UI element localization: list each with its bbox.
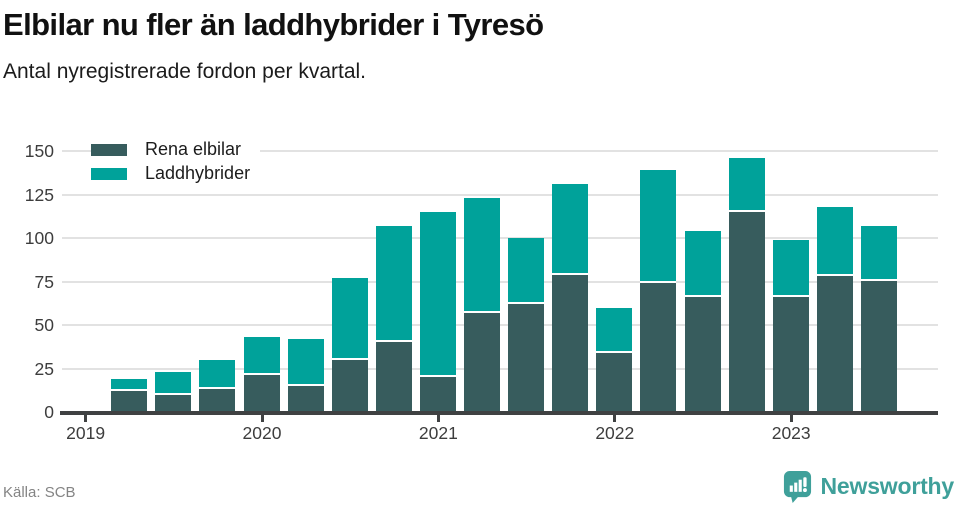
bar-2022-q4 bbox=[728, 158, 765, 412]
segment-laddhybrider bbox=[860, 225, 897, 282]
chart-title: Elbilar nu fler än laddhybrider i Tyresö bbox=[3, 7, 544, 42]
bar-2022-q1 bbox=[596, 307, 633, 412]
bar-2021-q4 bbox=[552, 184, 589, 412]
segment-laddhybrider bbox=[375, 225, 412, 343]
bar-2019-q3 bbox=[155, 372, 192, 412]
y-axis-label-25: 25 bbox=[34, 358, 54, 379]
segment-laddhybrider bbox=[287, 338, 324, 386]
legend-label-rena-elbilar: Rena elbilar bbox=[145, 139, 242, 159]
x-axis-tick-2023 bbox=[789, 415, 793, 422]
newsworthy-logo-text: Newsworthy bbox=[820, 473, 955, 499]
y-axis-label-50: 50 bbox=[34, 315, 54, 335]
bar-2022-q3 bbox=[684, 231, 721, 412]
x-axis-label-2019: 2019 bbox=[66, 423, 106, 443]
chart-subtitle: Antal nyregistrerade fordon per kvartal. bbox=[3, 60, 367, 83]
segment-rena-elbilar bbox=[772, 297, 809, 412]
segment-laddhybrider bbox=[199, 359, 236, 390]
bar-2023-q3 bbox=[860, 225, 897, 412]
segment-rena-elbilar bbox=[199, 389, 236, 412]
x-axis-tick-2021 bbox=[436, 415, 440, 422]
legend: Rena elbilar Laddhybrider bbox=[91, 137, 261, 186]
gridline-y-25 bbox=[62, 367, 938, 370]
x-axis-tick-2020 bbox=[260, 415, 264, 422]
y-axis-label-0: 0 bbox=[44, 402, 54, 422]
y-axis-label-100: 100 bbox=[24, 228, 54, 248]
segment-rena-elbilar bbox=[552, 274, 589, 412]
segment-laddhybrider bbox=[155, 372, 192, 395]
segment-rena-elbilar bbox=[375, 342, 412, 412]
bar-2020-q2 bbox=[287, 338, 324, 412]
segment-laddhybrider bbox=[552, 184, 589, 275]
y-axis-label-150: 150 bbox=[24, 141, 54, 161]
y-axis-label-75: 75 bbox=[34, 271, 54, 292]
segment-laddhybrider bbox=[816, 206, 853, 277]
logo-bar-3 bbox=[798, 479, 802, 492]
bar-2021-q1 bbox=[419, 211, 456, 412]
segment-laddhybrider bbox=[684, 231, 721, 298]
bar-2020-q4 bbox=[375, 225, 412, 412]
segment-rena-elbilar bbox=[596, 352, 633, 412]
bar-2020-q3 bbox=[331, 278, 368, 412]
bar-2019-q4 bbox=[199, 359, 236, 412]
x-axis-line bbox=[60, 411, 938, 415]
bar-2020-q1 bbox=[243, 337, 280, 412]
bar-2021-q2 bbox=[464, 198, 500, 412]
segment-laddhybrider bbox=[331, 278, 368, 360]
segment-rena-elbilar bbox=[816, 276, 853, 412]
logo-exclamation-bar bbox=[802, 477, 807, 487]
legend-swatch-rena-elbilar bbox=[91, 143, 127, 156]
source-caption: Källa: SCB bbox=[3, 484, 76, 501]
legend-item-laddhybrider: Laddhybrider bbox=[91, 163, 250, 184]
segment-rena-elbilar bbox=[111, 391, 148, 412]
legend-label-laddhybrider: Laddhybrider bbox=[145, 163, 251, 183]
gridline-y-150 bbox=[62, 150, 938, 152]
x-axis-tick-2019 bbox=[84, 415, 88, 422]
newsworthy-logo-icon bbox=[783, 471, 811, 503]
bar-2022-q2 bbox=[640, 170, 677, 412]
gridline-y-50 bbox=[62, 324, 938, 326]
segment-rena-elbilar bbox=[155, 394, 192, 412]
segment-rena-elbilar bbox=[684, 297, 721, 412]
bar-2021-q3 bbox=[508, 238, 545, 412]
segment-rena-elbilar bbox=[331, 359, 368, 412]
x-axis-label-2023: 2023 bbox=[771, 423, 811, 443]
legend-item-rena-elbilar: Rena elbilar bbox=[91, 139, 250, 160]
x-axis-label-2022: 2022 bbox=[595, 423, 635, 443]
x-axis-label-2020: 2020 bbox=[242, 423, 282, 443]
segment-rena-elbilar bbox=[860, 281, 897, 412]
segment-laddhybrider bbox=[464, 198, 500, 313]
segment-rena-elbilar bbox=[419, 377, 456, 412]
segment-rena-elbilar bbox=[508, 304, 545, 412]
y-axis-label-125: 125 bbox=[24, 184, 54, 205]
segment-laddhybrider bbox=[243, 337, 280, 376]
segment-laddhybrider bbox=[772, 239, 809, 298]
bar-2019-q2 bbox=[111, 378, 148, 412]
gridline-y-75 bbox=[62, 280, 938, 283]
newsworthy-logo: Newsworthy bbox=[782, 470, 954, 503]
legend-swatch-laddhybrider bbox=[91, 167, 127, 180]
x-axis-label-2021: 2021 bbox=[418, 423, 458, 443]
x-axis-tick-2022 bbox=[613, 415, 617, 422]
bar-2023-q2 bbox=[816, 206, 853, 412]
segment-rena-elbilar bbox=[243, 375, 280, 412]
gridline-y-100 bbox=[62, 237, 938, 239]
segment-laddhybrider bbox=[728, 158, 765, 212]
logo-bar-1 bbox=[789, 485, 793, 492]
segment-laddhybrider bbox=[508, 238, 545, 305]
segment-rena-elbilar bbox=[640, 283, 677, 412]
segment-laddhybrider bbox=[111, 378, 148, 392]
segment-rena-elbilar bbox=[287, 385, 324, 412]
segment-laddhybrider bbox=[419, 211, 456, 378]
gridline-y-125 bbox=[62, 193, 938, 196]
logo-exclamation-dot bbox=[802, 488, 807, 493]
segment-laddhybrider bbox=[640, 170, 677, 284]
bar-2023-q1 bbox=[772, 239, 809, 412]
logo-bar-2 bbox=[793, 482, 797, 492]
segment-rena-elbilar bbox=[728, 211, 765, 412]
segment-rena-elbilar bbox=[464, 312, 500, 412]
segment-laddhybrider bbox=[596, 307, 633, 353]
